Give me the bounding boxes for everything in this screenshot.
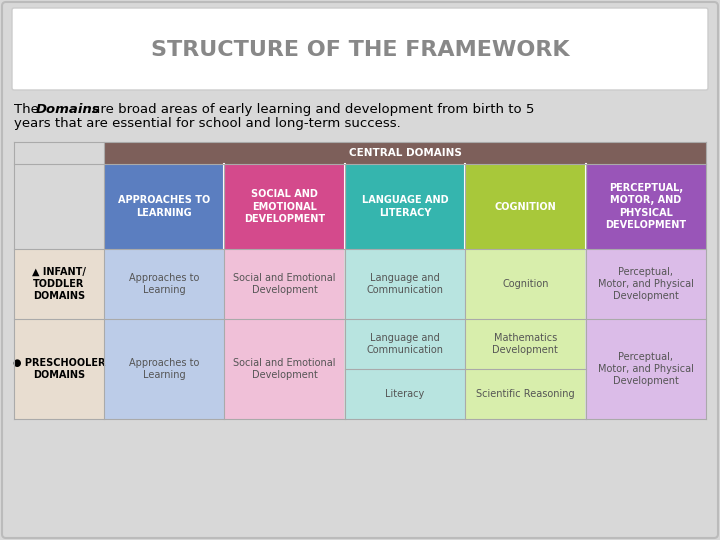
FancyBboxPatch shape xyxy=(12,8,708,90)
Text: Domains: Domains xyxy=(36,103,101,116)
Bar xyxy=(466,320,585,368)
Text: ● PRESCHOOLER
DOMAINS: ● PRESCHOOLER DOMAINS xyxy=(13,358,105,380)
Text: SOCIAL AND
EMOTIONAL
DEVELOPMENT: SOCIAL AND EMOTIONAL DEVELOPMENT xyxy=(244,189,325,224)
Text: Language and
Communication: Language and Communication xyxy=(366,333,444,355)
Text: LANGUAGE AND
LITERACY: LANGUAGE AND LITERACY xyxy=(361,195,449,218)
Text: Mathematics
Development: Mathematics Development xyxy=(492,333,558,355)
Text: The: The xyxy=(14,103,43,116)
Text: Language and
Communication: Language and Communication xyxy=(366,273,444,295)
Bar xyxy=(586,320,706,418)
Text: Approaches to
Learning: Approaches to Learning xyxy=(129,358,199,380)
Bar xyxy=(225,320,344,418)
Text: APPROACHES TO
LEARNING: APPROACHES TO LEARNING xyxy=(118,195,210,218)
Bar xyxy=(346,165,464,248)
Bar xyxy=(346,320,464,368)
Text: years that are essential for school and long-term success.: years that are essential for school and … xyxy=(14,117,401,130)
Bar xyxy=(14,319,104,419)
Bar xyxy=(104,320,224,418)
Bar xyxy=(14,249,104,319)
Bar xyxy=(104,165,224,248)
Text: Perceptual,
Motor, and Physical
Development: Perceptual, Motor, and Physical Developm… xyxy=(598,267,694,301)
Bar xyxy=(225,249,344,319)
Bar xyxy=(466,165,585,248)
Text: COGNITION: COGNITION xyxy=(495,201,557,212)
Text: CENTRAL DOMAINS: CENTRAL DOMAINS xyxy=(348,148,462,158)
Text: Literacy: Literacy xyxy=(385,389,425,399)
Bar xyxy=(586,165,706,248)
Text: Cognition: Cognition xyxy=(502,279,549,289)
Text: PERCEPTUAL,
MOTOR, AND
PHYSICAL
DEVELOPMENT: PERCEPTUAL, MOTOR, AND PHYSICAL DEVELOPM… xyxy=(606,183,686,230)
Text: Scientific Reasoning: Scientific Reasoning xyxy=(476,389,575,399)
Bar xyxy=(14,142,104,249)
Bar xyxy=(346,369,464,418)
Bar xyxy=(104,142,706,164)
Text: are broad areas of early learning and development from birth to 5: are broad areas of early learning and de… xyxy=(88,103,534,116)
Bar xyxy=(346,249,464,319)
Bar xyxy=(104,249,224,319)
Text: ▲ INFANT/
TODDLER
DOMAINS: ▲ INFANT/ TODDLER DOMAINS xyxy=(32,267,86,301)
Bar xyxy=(225,165,344,248)
Text: Social and Emotional
Development: Social and Emotional Development xyxy=(233,358,336,380)
Bar xyxy=(466,369,585,418)
Text: Social and Emotional
Development: Social and Emotional Development xyxy=(233,273,336,295)
Text: Approaches to
Learning: Approaches to Learning xyxy=(129,273,199,295)
Bar xyxy=(466,249,585,319)
Text: STRUCTURE OF THE FRAMEWORK: STRUCTURE OF THE FRAMEWORK xyxy=(150,40,570,60)
Bar xyxy=(586,249,706,319)
Text: Perceptual,
Motor, and Physical
Development: Perceptual, Motor, and Physical Developm… xyxy=(598,352,694,387)
